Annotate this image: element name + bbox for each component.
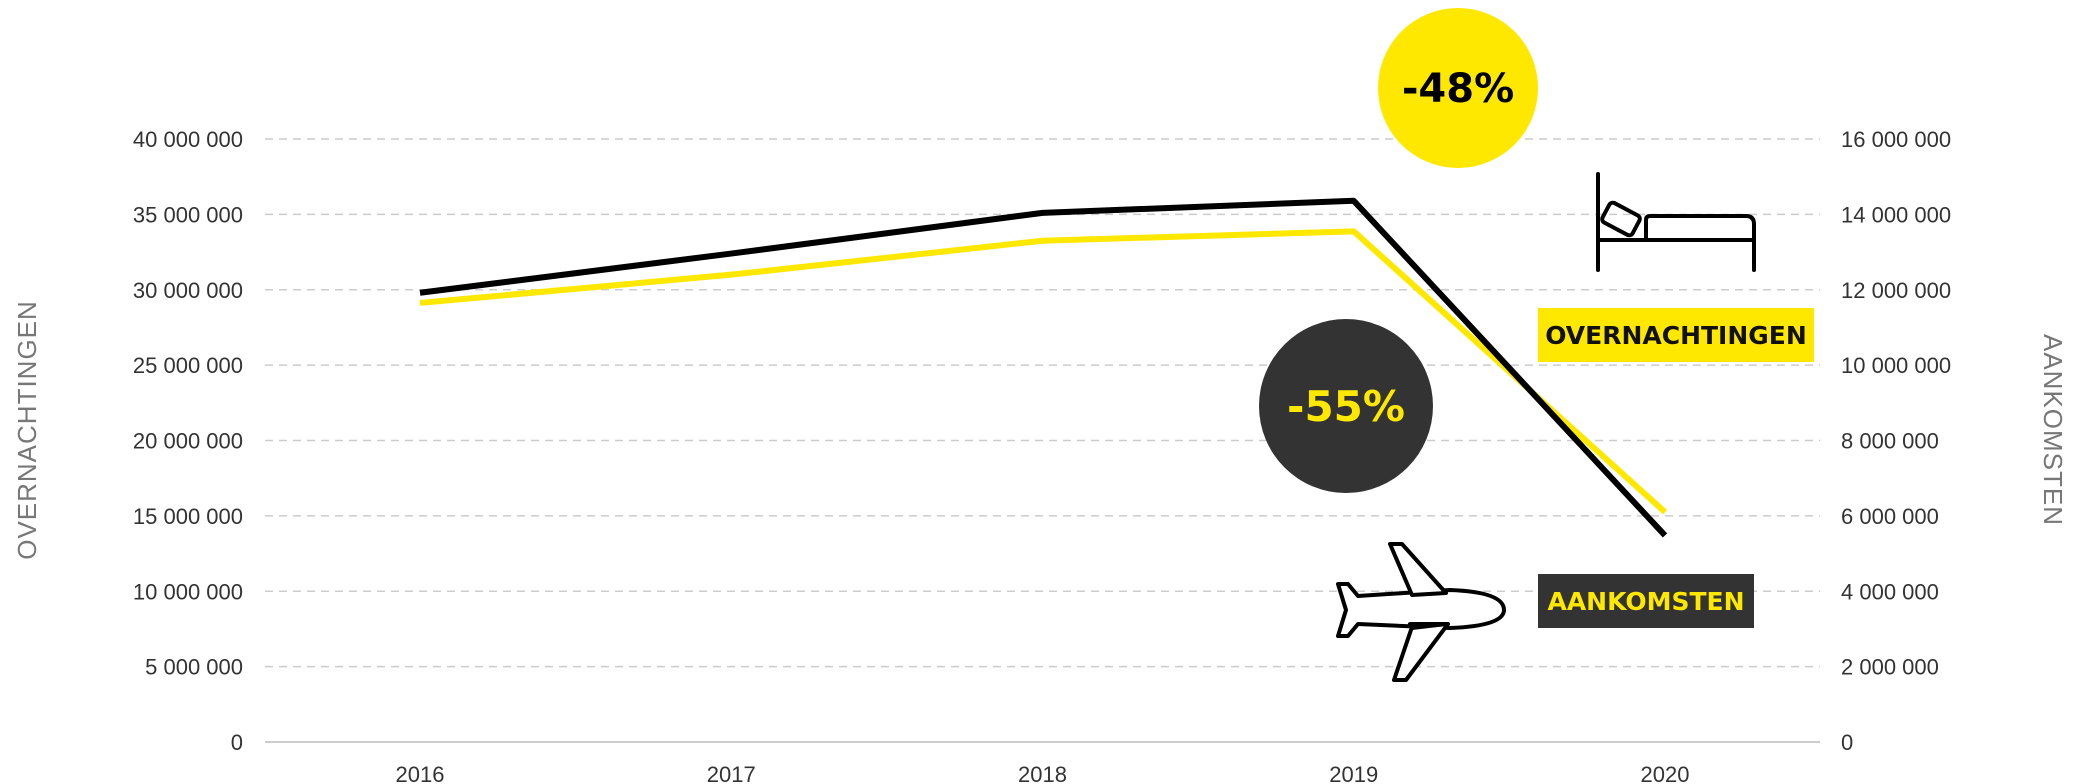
right-axis-ticks: 0 2 000 000 4 000 000 6 000 000 8 000 000 10 … [1841,127,1951,755]
annotation-badge-aankomsten: -55% [1259,319,1433,493]
left-tick-label: 40 000 000 [133,127,243,152]
legend-label: AANKOMSTEN [1547,587,1744,616]
legend-item-overnachtingen: OVERNACHTINGEN [1538,308,1814,362]
left-tick-label: 20 000 000 [133,429,243,454]
x-axis-ticks: 2016 2017 2018 2019 2020 [396,762,1690,784]
left-tick-label: 30 000 000 [133,278,243,303]
series-line-overnachtingen [419,197,1668,538]
legend-box [1538,308,1814,362]
airplane-icon [1336,542,1506,682]
left-tick-label: 15 000 000 [133,504,243,529]
annotation-badge-overnachtingen: -48% [1378,8,1538,168]
badge-label: -48% [1402,66,1514,112]
left-tick-label: 5 000 000 [145,655,243,680]
right-tick-label: 4 000 000 [1841,579,1939,604]
x-tick-label: 2019 [1329,762,1378,784]
left-tick-label: 10 000 000 [133,579,243,604]
badge-label: -55% [1287,382,1405,431]
right-tick-label: 0 [1841,730,1853,755]
right-tick-label: 6 000 000 [1841,504,1939,529]
legend-label: OVERNACHTINGEN [1545,321,1807,350]
right-tick-label: 12 000 000 [1841,278,1951,303]
x-tick-label: 2017 [707,762,756,784]
gridlines [265,138,1820,743]
left-tick-label: 35 000 000 [133,202,243,227]
legend-item-aankomsten: AANKOMSTEN [1538,574,1754,628]
left-axis-ticks: 0 5 000 000 10 000 000 15 000 000 20 000 000… [133,127,243,755]
series-line-aankomsten [419,228,1668,515]
left-axis-title: OVERNACHTINGEN [12,300,42,560]
left-tick-label: 0 [231,730,243,755]
right-tick-label: 2 000 000 [1841,655,1939,680]
x-tick-label: 2020 [1641,762,1690,784]
x-tick-label: 2016 [396,762,445,784]
badge-circle [1259,319,1433,493]
left-tick-label: 25 000 000 [133,353,243,378]
right-tick-label: 14 000 000 [1841,202,1951,227]
bed-icon [1596,172,1756,272]
x-tick-label: 2018 [1018,762,1067,784]
right-tick-label: 10 000 000 [1841,353,1951,378]
right-tick-label: 16 000 000 [1841,127,1951,152]
right-tick-label: 8 000 000 [1841,429,1939,454]
badge-circle [1378,8,1538,168]
right-axis-title: AANKOMSTEN [2038,334,2068,526]
series-lines [419,197,1668,538]
legend-box [1538,574,1754,628]
